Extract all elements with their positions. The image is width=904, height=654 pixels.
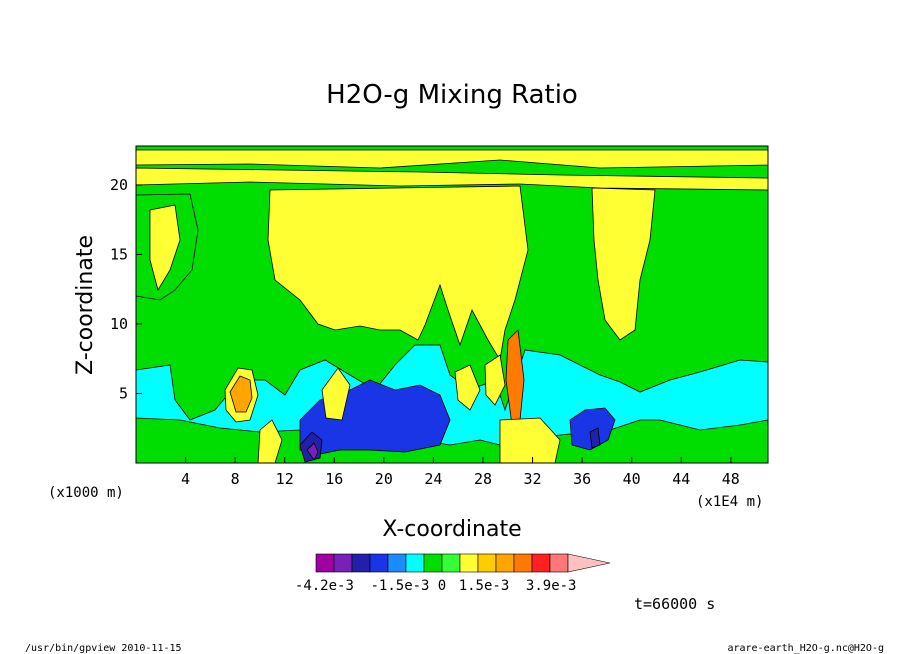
contour-field <box>136 146 768 463</box>
colorbar-cell <box>495 553 515 573</box>
colorbar-cell <box>333 553 353 573</box>
colorbar-label: 0 <box>438 578 446 594</box>
colorbar-cell <box>423 553 443 573</box>
colorbar-cell <box>459 553 479 573</box>
y-tick-label: 15 <box>110 245 128 263</box>
x-tick-label: 36 <box>573 470 591 488</box>
colorbar-label: -4.2e-3 <box>295 578 354 594</box>
x-tick-label: 24 <box>424 470 442 488</box>
x-tick-label: 44 <box>672 470 690 488</box>
region-upper-yellow <box>267 185 529 362</box>
x-tick-label: 40 <box>623 470 641 488</box>
x-tick-label: 48 <box>722 470 740 488</box>
x-tick-label: 12 <box>276 470 294 488</box>
colorbar-arrow <box>567 553 611 573</box>
y-axis: 5 10 15 20 <box>110 176 142 402</box>
x-axis: 4 8 12 16 20 24 28 32 36 40 44 48 <box>181 457 740 488</box>
y-tick-label: 10 <box>110 315 128 333</box>
x-tick-label: 28 <box>474 470 492 488</box>
colorbar-cell <box>477 553 497 573</box>
region-left-yellow <box>149 204 181 292</box>
colorbar-cell <box>513 553 533 573</box>
colorbar: -4.2e-3 -1.5e-3 0 1.5e-3 3.9e-3 <box>295 553 611 594</box>
x-tick-label: 8 <box>231 470 240 488</box>
x-unit-right: (x1E4 m) <box>696 494 763 510</box>
x-unit-left: (x1000 m) <box>48 485 124 501</box>
colorbar-cell <box>315 553 335 573</box>
region-top-band <box>136 149 768 169</box>
colorbar-cell <box>369 553 389 573</box>
region-blue-right <box>569 407 616 451</box>
footer-right: arare-earth_H2O-g.nc@H2O-g <box>727 643 884 654</box>
region-orange-peak <box>229 375 253 413</box>
colorbar-label: 1.5e-3 <box>459 578 510 594</box>
colorbar-cell <box>405 553 425 573</box>
footer-left: /usr/bin/gpview 2010-11-15 <box>25 643 182 654</box>
y-tick-label: 5 <box>119 384 128 402</box>
x-tick-label: 16 <box>325 470 343 488</box>
colorbar-label: 3.9e-3 <box>526 578 577 594</box>
x-tick-label: 32 <box>524 470 542 488</box>
timestamp: t=66000 s <box>634 595 715 613</box>
y-tick-label: 20 <box>110 176 128 194</box>
colorbar-label: -1.5e-3 <box>370 578 429 594</box>
y-axis-label: Z-coordinate <box>73 235 98 375</box>
x-axis-label: X-coordinate <box>382 517 521 542</box>
colorbar-cell <box>441 553 461 573</box>
region-right-yellow <box>591 187 656 341</box>
colorbar-cell <box>387 553 407 573</box>
colorbar-cell <box>531 553 551 573</box>
colorbar-cell <box>351 553 371 573</box>
x-tick-label: 20 <box>375 470 393 488</box>
chart-title: H2O-g Mixing Ratio <box>326 80 578 110</box>
plot-frame <box>135 145 769 464</box>
x-tick-label: 4 <box>181 470 190 488</box>
colorbar-cell <box>549 553 569 573</box>
